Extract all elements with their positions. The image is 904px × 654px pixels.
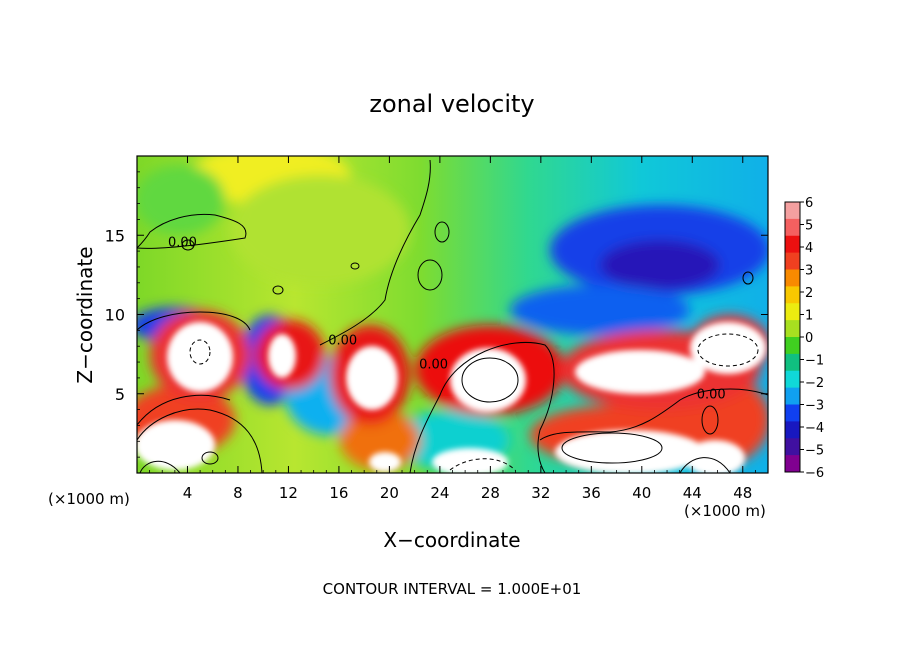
x-unit-right: (×1000 m) xyxy=(684,502,766,520)
chart-title: zonal velocity xyxy=(369,90,534,118)
x-tick-label: 48 xyxy=(733,484,752,502)
contour-labels: 0.00 0.00 0.00 0.00 xyxy=(168,235,726,402)
colorbar: 6 5 4 3 2 1 0 −1 −2 −3 −4 −5 −6 xyxy=(784,196,824,481)
y-axis: 5 10 15 xyxy=(105,171,768,458)
x-axis: 4 8 12 16 20 24 28 32 36 40 44 48 xyxy=(149,156,756,502)
colorbar-swatch xyxy=(785,438,800,456)
colorbar-swatch xyxy=(785,252,800,270)
x-tick-label: 16 xyxy=(329,484,348,502)
colorbar-tick-label: 5 xyxy=(805,219,813,234)
contour-label: 0.00 xyxy=(419,357,448,372)
y-tick-label: 15 xyxy=(105,226,125,245)
colorbar-swatch xyxy=(785,235,800,254)
colorbar-tick-label: −5 xyxy=(805,444,824,459)
colorbar-swatch xyxy=(785,269,800,287)
colorbar-tick-label: 3 xyxy=(805,264,813,279)
x-tick-label: 20 xyxy=(380,484,399,502)
colorbar-swatch xyxy=(785,218,800,237)
colorbar-swatch xyxy=(785,455,800,473)
x-tick-label: 12 xyxy=(279,484,298,502)
colorbar-tick-label: 1 xyxy=(805,309,813,324)
contour-label: 0.00 xyxy=(697,388,726,403)
contour-label: 0.00 xyxy=(328,334,357,349)
colorbar-swatch xyxy=(785,202,800,220)
y-tick-label: 10 xyxy=(105,306,125,325)
x-tick-label: 24 xyxy=(430,484,449,502)
colorbar-swatch xyxy=(785,303,800,321)
y-axis-label: Z−coordinate xyxy=(73,246,97,383)
x-tick-label: 36 xyxy=(582,484,601,502)
colorbar-tick-label: −1 xyxy=(805,354,824,369)
colorbar-swatch xyxy=(785,404,800,422)
contour-label: 0.00 xyxy=(168,235,197,250)
velocity-field xyxy=(137,156,768,473)
colorbar-tick-label: 0 xyxy=(805,331,813,346)
colorbar-swatch xyxy=(785,370,800,389)
colorbar-swatch xyxy=(785,387,800,405)
colorbar-tick-label: −4 xyxy=(805,421,824,436)
x-tick-label: 32 xyxy=(531,484,550,502)
colorbar-swatch xyxy=(785,337,800,355)
x-tick-label: 4 xyxy=(183,484,193,502)
colorbar-tick-label: −6 xyxy=(805,466,824,481)
colorbar-swatch xyxy=(785,286,800,304)
y-tick-label: 5 xyxy=(115,385,125,404)
contour-interval-footer: CONTOUR INTERVAL = 1.000E+01 xyxy=(323,580,582,598)
x-unit-left: (×1000 m) xyxy=(48,490,130,508)
colorbar-tick-label: −2 xyxy=(805,376,824,391)
x-tick-label: 40 xyxy=(632,484,651,502)
colorbar-tick-label: 6 xyxy=(805,196,813,211)
colorbar-swatch xyxy=(785,353,800,372)
colorbar-tick-label: 4 xyxy=(805,241,813,256)
x-tick-label: 8 xyxy=(233,484,243,502)
colorbar-tick-label: −3 xyxy=(805,399,824,414)
colorbar-swatch xyxy=(785,421,800,439)
x-tick-label: 28 xyxy=(481,484,500,502)
colorbar-tick-label: 2 xyxy=(805,286,813,301)
colorbar-swatch xyxy=(785,320,800,338)
x-tick-label: 44 xyxy=(683,484,702,502)
x-axis-label: X−coordinate xyxy=(383,528,520,552)
